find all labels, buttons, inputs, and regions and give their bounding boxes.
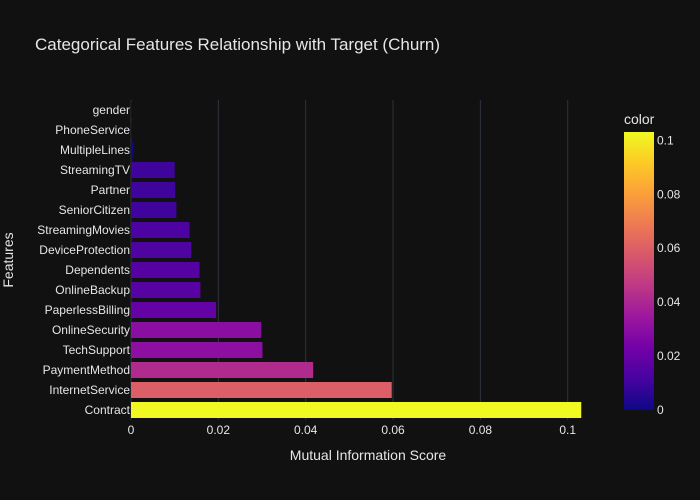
- x-tick-label: 0.06: [381, 423, 405, 437]
- x-tick-label: 0.02: [207, 423, 231, 437]
- bars: [131, 102, 582, 418]
- x-tick-label: 0.1: [559, 423, 576, 437]
- bar-OnlineBackup[interactable]: [131, 282, 201, 298]
- y-tick-label: StreamingMovies: [37, 223, 130, 237]
- colorbar-tick-label: 0.1: [657, 133, 674, 147]
- bar-StreamingMovies[interactable]: [131, 222, 190, 238]
- bar-DeviceProtection[interactable]: [131, 242, 192, 258]
- y-tick-label: MultipleLines: [60, 143, 130, 157]
- colorbar-tick-label: 0.04: [657, 295, 681, 309]
- bar-gender[interactable]: [131, 102, 132, 118]
- bar-Dependents[interactable]: [131, 262, 200, 278]
- colorbar-tick-label: 0.06: [657, 241, 681, 255]
- y-tick-label: Dependents: [65, 263, 130, 277]
- bar-PaymentMethod[interactable]: [131, 362, 314, 378]
- colorbar-tick-labels: 0 0.02 0.04 0.06 0.08 0.1: [657, 133, 681, 417]
- y-tick-label: Partner: [91, 183, 130, 197]
- y-tick-label: TechSupport: [63, 343, 131, 357]
- x-tick-label: 0: [128, 423, 135, 437]
- x-tick-labels: 0 0.02 0.04 0.06 0.08 0.1: [128, 423, 577, 437]
- y-tick-label: gender: [93, 103, 130, 117]
- bar-InternetService[interactable]: [131, 382, 392, 398]
- colorbar-tick-label: 0: [657, 403, 664, 417]
- bar-MultipleLines[interactable]: [131, 142, 134, 158]
- y-tick-label: OnlineSecurity: [52, 323, 130, 337]
- x-axis-title: Mutual Information Score: [290, 447, 447, 463]
- colorbar: [624, 132, 654, 410]
- bar-Partner[interactable]: [131, 182, 176, 198]
- y-axis-title: Features: [0, 232, 16, 287]
- colorbar-tick-label: 0.08: [657, 187, 681, 201]
- y-tick-label: InternetService: [49, 383, 130, 397]
- bar-PhoneService[interactable]: [131, 122, 132, 138]
- x-tick-label: 0.08: [469, 423, 493, 437]
- y-tick-label: Contract: [85, 403, 131, 417]
- y-tick-label: SeniorCitizen: [59, 203, 130, 217]
- bar-StreamingTV[interactable]: [131, 162, 175, 178]
- bar-OnlineSecurity[interactable]: [131, 322, 262, 338]
- bar-TechSupport[interactable]: [131, 342, 263, 358]
- y-tick-label: OnlineBackup: [55, 283, 130, 297]
- y-tick-label: PaymentMethod: [43, 363, 130, 377]
- bar-Contract[interactable]: [131, 402, 582, 418]
- x-tick-label: 0.04: [294, 423, 318, 437]
- y-tick-label: PhoneService: [55, 123, 130, 137]
- y-tick-labels: gender PhoneService MultipleLines Streaming…: [37, 103, 130, 417]
- y-tick-label: StreamingTV: [60, 163, 130, 177]
- y-tick-label: DeviceProtection: [39, 243, 130, 257]
- bar-SeniorCitizen[interactable]: [131, 202, 177, 218]
- colorbar-title: color: [624, 111, 655, 127]
- y-tick-label: PaperlessBilling: [45, 303, 130, 317]
- chart-title: Categorical Features Relationship with T…: [35, 35, 440, 54]
- bar-PaperlessBilling[interactable]: [131, 302, 217, 318]
- colorbar-tick-label: 0.02: [657, 349, 681, 363]
